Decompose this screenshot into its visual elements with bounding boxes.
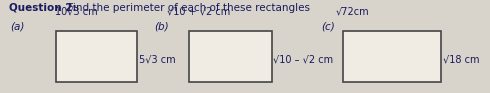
Text: Question 2:: Question 2:: [9, 3, 76, 13]
Text: √18 cm: √18 cm: [443, 54, 480, 65]
Text: √10 – √2 cm: √10 – √2 cm: [273, 54, 334, 65]
Text: (b): (b): [154, 21, 169, 31]
Bar: [189, 31, 272, 82]
Text: 5√3 cm: 5√3 cm: [139, 54, 175, 65]
Text: (c): (c): [321, 21, 335, 31]
Text: √72cm: √72cm: [336, 6, 369, 16]
Text: 10√3 cm: 10√3 cm: [55, 6, 97, 16]
Bar: [343, 31, 441, 82]
Text: √10 + √2 cm: √10 + √2 cm: [167, 6, 230, 16]
Text: Find the perimeter of each of these rectangles: Find the perimeter of each of these rect…: [58, 3, 310, 13]
Bar: [56, 31, 137, 82]
Text: (a): (a): [10, 21, 24, 31]
